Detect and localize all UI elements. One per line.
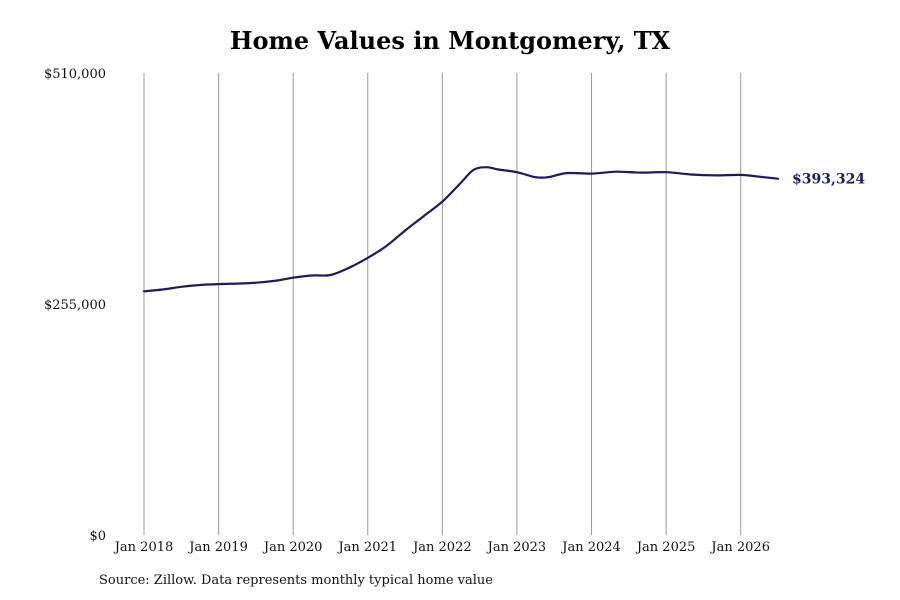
y-axis: $0 $255,000 $510,000 bbox=[44, 67, 106, 544]
x-tick-label: Jan 2018 bbox=[113, 540, 174, 555]
y-tick-label: $0 bbox=[89, 529, 106, 544]
grid-lines bbox=[143, 73, 742, 535]
x-tick-label: Jan 2022 bbox=[411, 540, 472, 555]
x-axis: Jan 2018 Jan 2019 Jan 2020 Jan 2021 Jan 2022… bbox=[113, 540, 770, 555]
x-tick-label: Jan 2021 bbox=[336, 540, 397, 555]
chart-title: Home Values in Montgomery, TX bbox=[229, 26, 671, 55]
x-tick-label: Jan 2020 bbox=[262, 540, 323, 555]
series-layer bbox=[142, 166, 780, 293]
x-tick-label: Jan 2024 bbox=[560, 540, 621, 555]
y-tick-label: $255,000 bbox=[44, 298, 106, 313]
x-tick-label: Jan 2025 bbox=[635, 540, 696, 555]
y-tick-label: $510,000 bbox=[44, 67, 106, 82]
x-tick-label: Jan 2019 bbox=[187, 540, 248, 555]
end-value-label: $393,324 bbox=[792, 172, 865, 188]
x-tick-label: Jan 2023 bbox=[486, 540, 547, 555]
source-note: Source: Zillow. Data represents monthly … bbox=[99, 573, 493, 588]
series-line bbox=[142, 166, 780, 293]
x-tick-label: Jan 2026 bbox=[709, 540, 770, 555]
